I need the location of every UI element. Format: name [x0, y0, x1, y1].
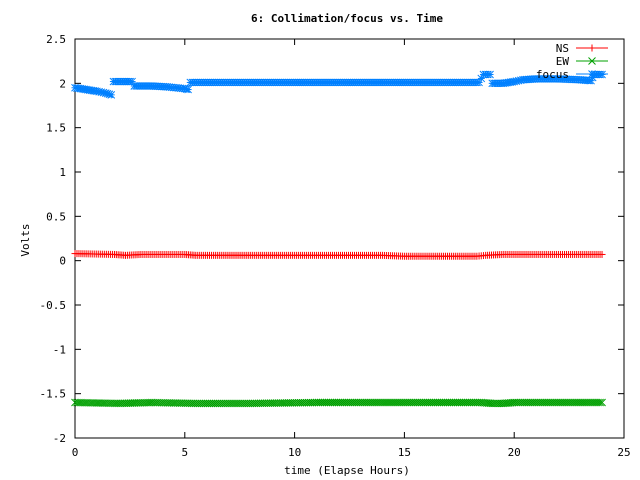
- data-point: [229, 399, 237, 408]
- series-focus: [71, 70, 606, 99]
- data-point: [223, 399, 232, 408]
- data-point: [240, 399, 249, 408]
- data-point: [221, 399, 230, 408]
- plot-border: [74, 38, 625, 439]
- data-point: [105, 90, 114, 99]
- x-tick-label: 25: [617, 446, 630, 459]
- data-point: [205, 399, 214, 408]
- data-point: [146, 398, 154, 407]
- data-point: [219, 399, 228, 408]
- x-tick-label: 15: [398, 446, 411, 459]
- data-point: [195, 399, 204, 408]
- data-point: [242, 399, 251, 408]
- data-point: [213, 399, 222, 408]
- legend-label: EW: [556, 55, 570, 68]
- data-point: [203, 399, 212, 408]
- chart-title: 6: Collimation/focus vs. Time: [251, 12, 443, 25]
- legend-marker: [588, 57, 596, 65]
- data-point: [237, 399, 245, 408]
- y-tick-label: -1.5: [40, 388, 67, 401]
- x-tick-label: 20: [508, 446, 521, 459]
- data-point: [235, 399, 243, 408]
- x-axis-label: time (Elapse Hours): [284, 464, 410, 477]
- y-tick-label: 1.5: [46, 122, 66, 135]
- y-tick-label: 2.5: [46, 33, 66, 46]
- data-point: [197, 399, 206, 408]
- data-point: [486, 70, 494, 79]
- x-axis: 0 5 10 15 20 25: [72, 39, 631, 459]
- data-point: [113, 399, 121, 408]
- data-point: [211, 399, 220, 408]
- data-point: [209, 399, 218, 408]
- data-point: [493, 399, 502, 408]
- data-point: [488, 399, 497, 408]
- y-tick-label: 1: [59, 166, 66, 179]
- data-point: [207, 399, 216, 408]
- data-point: [225, 399, 233, 408]
- data-point: [233, 399, 241, 408]
- data-point: [184, 85, 192, 94]
- data-point: [199, 399, 208, 408]
- data-point: [598, 398, 606, 407]
- x-tick-label: 0: [72, 446, 79, 459]
- y-axis-label: Volts: [19, 223, 32, 256]
- legend-label: focus: [536, 68, 569, 81]
- data-point: [231, 399, 239, 408]
- y-axis: -2 -1.5 -1 -0.5 0 0.5 1 1.5 2 2.5: [40, 33, 624, 445]
- y-tick-label: -0.5: [40, 299, 67, 312]
- x-tick-label: 5: [181, 446, 188, 459]
- plot-frame: [74, 38, 625, 439]
- data-point: [217, 399, 226, 408]
- series-NS: [71, 250, 606, 260]
- y-tick-label: -1: [53, 343, 66, 356]
- legend-marker: [588, 44, 596, 52]
- legend-marker: [588, 70, 596, 78]
- x-tick-label: 10: [288, 446, 301, 459]
- data-point: [193, 399, 202, 408]
- series-layer: [71, 70, 606, 408]
- y-tick-label: 2: [59, 77, 66, 90]
- y-tick-label: 0: [59, 255, 66, 268]
- data-point: [215, 399, 224, 408]
- y-tick-label: -2: [53, 432, 66, 445]
- data-point: [227, 399, 235, 408]
- data-point: [201, 399, 210, 408]
- legend-label: NS: [556, 42, 569, 55]
- data-point: [492, 399, 500, 408]
- data-point: [596, 398, 604, 407]
- data-point: [598, 250, 606, 258]
- data-point: [238, 399, 247, 408]
- data-point: [191, 399, 200, 408]
- y-tick-label: 0.5: [46, 210, 66, 223]
- series-EW: [71, 398, 606, 408]
- data-point: [490, 399, 498, 408]
- data-point: [107, 91, 116, 99]
